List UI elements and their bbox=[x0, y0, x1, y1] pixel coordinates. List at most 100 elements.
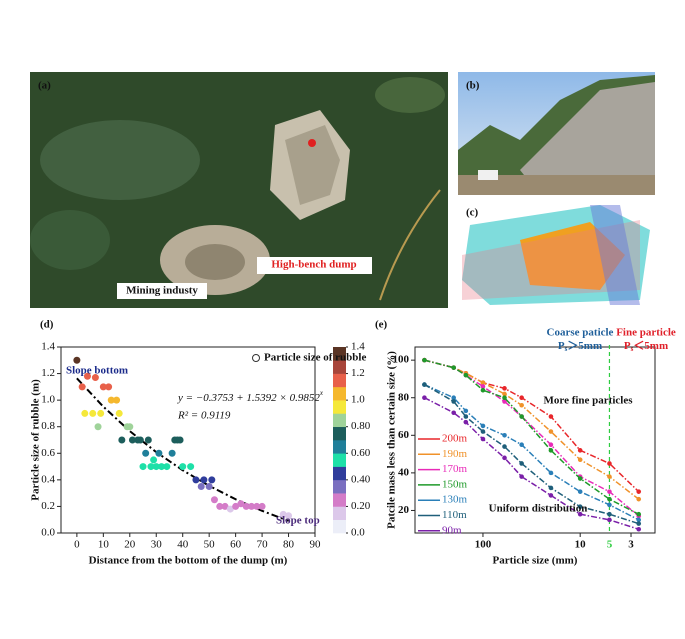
y-axis-label: Particle size of rubble (m) bbox=[30, 379, 42, 501]
data-point bbox=[548, 448, 554, 453]
legend-label: 190m bbox=[442, 448, 468, 460]
scatter-point bbox=[128, 436, 136, 444]
data-point bbox=[577, 457, 583, 463]
colorbar-band bbox=[333, 519, 346, 534]
data-point bbox=[502, 399, 507, 404]
scatter-point bbox=[150, 456, 158, 464]
data-point bbox=[607, 489, 612, 494]
data-point bbox=[636, 526, 642, 532]
scatter-point bbox=[147, 463, 155, 471]
data-point bbox=[636, 521, 642, 526]
scatter-point bbox=[216, 502, 224, 510]
x-tick-label: 60 bbox=[230, 539, 242, 551]
data-point bbox=[480, 380, 486, 385]
colorbar-tick-label: 1.0 bbox=[351, 394, 365, 406]
data-point bbox=[607, 502, 612, 508]
annotation: Slope bottom bbox=[66, 365, 128, 377]
data-point bbox=[548, 470, 554, 476]
scatter-point bbox=[126, 423, 134, 431]
data-point bbox=[480, 387, 486, 393]
colorbar-band bbox=[333, 440, 346, 454]
data-point bbox=[519, 402, 524, 408]
data-point bbox=[607, 496, 612, 502]
data-point bbox=[548, 429, 554, 434]
scatter-point bbox=[107, 396, 115, 404]
y-tick-label: 0.4 bbox=[41, 473, 55, 485]
y-tick-label: 0.8 bbox=[41, 420, 55, 432]
scatter-point bbox=[192, 476, 200, 484]
colorbar-band bbox=[333, 400, 346, 414]
colorbar-band bbox=[333, 466, 346, 481]
condition-symbol: P bbox=[558, 340, 565, 352]
data-point bbox=[519, 414, 524, 419]
scatter-point bbox=[176, 436, 184, 444]
r-squared: R² = 0.9119 bbox=[177, 410, 231, 422]
y-tick-label: 1.0 bbox=[41, 394, 55, 406]
legend-label: 200m bbox=[442, 433, 468, 445]
scatter-point bbox=[187, 463, 195, 471]
series-line bbox=[424, 383, 639, 525]
data-point bbox=[502, 395, 507, 401]
scatter-point bbox=[139, 463, 147, 471]
annotation: More fine particles bbox=[544, 395, 634, 407]
data-point bbox=[463, 372, 469, 378]
data-point bbox=[502, 386, 507, 391]
panel-label: (a) bbox=[38, 80, 51, 92]
data-point bbox=[463, 414, 469, 419]
data-point bbox=[502, 455, 507, 461]
data-point bbox=[480, 423, 486, 429]
scatter-point bbox=[285, 512, 293, 520]
data-point bbox=[480, 436, 486, 442]
scatter-point bbox=[118, 436, 126, 444]
x-tick-label: 0 bbox=[74, 539, 80, 551]
data-point bbox=[607, 474, 612, 479]
x-tick-label: 10 bbox=[98, 539, 110, 551]
colorbar-tick-label: 0.0 bbox=[351, 527, 365, 539]
x-tick-label: 10 bbox=[575, 539, 587, 551]
series-line bbox=[424, 397, 639, 530]
colorbar-band bbox=[333, 493, 346, 507]
data-point bbox=[451, 399, 456, 404]
data-point bbox=[577, 504, 583, 509]
model-c bbox=[458, 200, 655, 308]
scatter-point bbox=[221, 502, 229, 510]
scatter-point bbox=[232, 502, 240, 510]
photo-annotation: High-bench dump bbox=[271, 259, 356, 271]
scatter-point bbox=[197, 483, 205, 490]
scatter-point bbox=[97, 409, 105, 417]
series-line bbox=[424, 359, 640, 515]
y-tick-label: 1.4 bbox=[41, 341, 55, 353]
colorbar-band bbox=[333, 453, 346, 467]
scatter-point bbox=[248, 502, 255, 510]
scatter-point bbox=[73, 356, 81, 364]
colorbar-band bbox=[333, 413, 346, 428]
y-tick-label: 0.0 bbox=[41, 527, 55, 539]
panel-label: (e) bbox=[375, 319, 388, 331]
scatter-point bbox=[210, 496, 218, 504]
colorbar-tick-label: 0.20 bbox=[351, 500, 371, 512]
data-point bbox=[422, 395, 427, 401]
data-point bbox=[519, 395, 524, 401]
y-axis-label: Patcile mass less than certain size (%) bbox=[386, 351, 398, 529]
legend-label: 110m bbox=[442, 509, 467, 521]
data-point bbox=[519, 461, 524, 466]
plot-frame bbox=[414, 346, 656, 534]
annotation: Uniform distribution bbox=[489, 503, 588, 515]
x-tick-label: 20 bbox=[124, 539, 136, 551]
condition-symbol: P bbox=[624, 340, 631, 352]
colorbar-tick-label: 1.4 bbox=[351, 341, 365, 353]
legend-label: Particle size of rubble bbox=[264, 352, 366, 364]
condition-text: ＞5mm bbox=[567, 340, 602, 352]
equation-exponent: x bbox=[319, 389, 324, 397]
data-point bbox=[519, 442, 524, 447]
annotation-title: Coarse paticle bbox=[547, 327, 614, 339]
annotation-condition: Ps＞5mm bbox=[558, 340, 602, 353]
y-tick-label: 100 bbox=[393, 354, 410, 366]
y-tick-label: 0.6 bbox=[41, 447, 55, 459]
scatter-point bbox=[81, 409, 89, 417]
legend-label: 130m bbox=[442, 494, 468, 506]
x-axis-label: Distance from the bottom of the dump (m) bbox=[89, 555, 288, 567]
photo-annotation: Mining industy bbox=[126, 285, 198, 297]
data-point bbox=[548, 493, 554, 498]
series-line bbox=[424, 383, 640, 521]
